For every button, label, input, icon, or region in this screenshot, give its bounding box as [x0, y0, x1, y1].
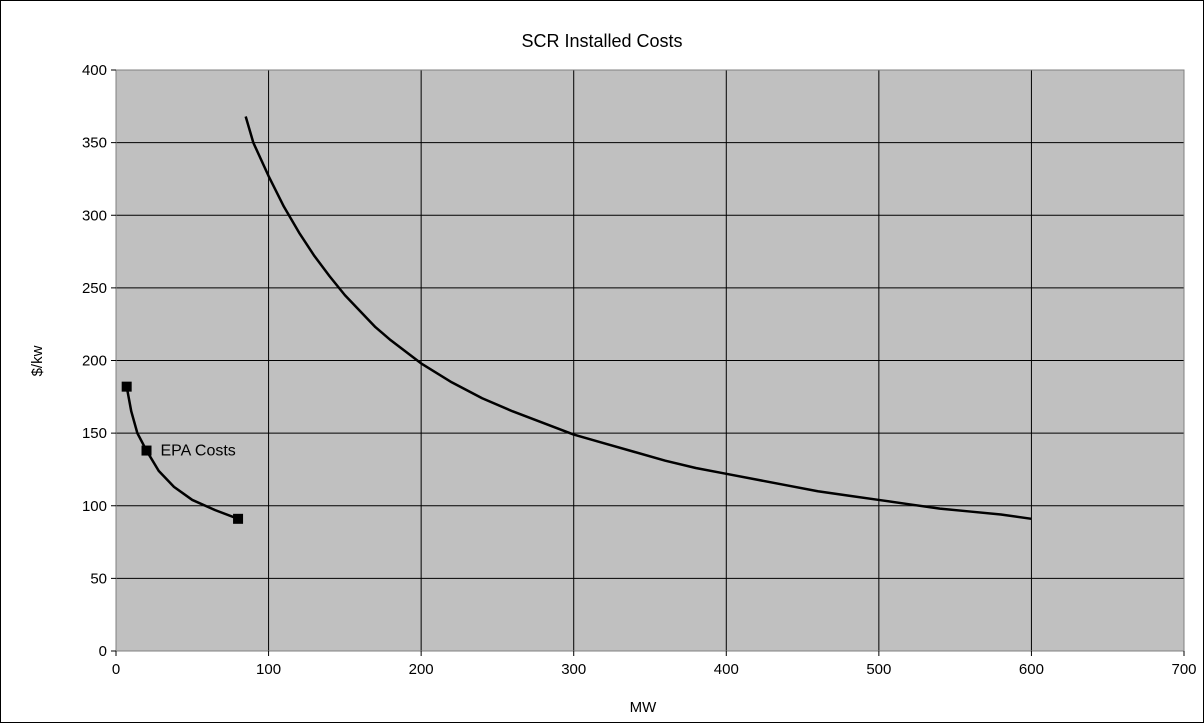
y-tick-label: 200 — [82, 353, 107, 370]
y-tick-label: 350 — [82, 135, 107, 152]
y-tick-label: 150 — [82, 425, 107, 442]
x-tick-label: 500 — [866, 661, 891, 678]
x-tick-label: 300 — [561, 661, 586, 678]
y-tick-label: 100 — [82, 498, 107, 515]
epa-data-point — [141, 445, 152, 456]
y-tick-label: 400 — [82, 62, 107, 79]
epa-data-point — [233, 513, 244, 524]
chart-title: SCR Installed Costs — [521, 31, 682, 51]
y-tick-label: 0 — [99, 643, 107, 660]
x-tick-label: 0 — [112, 661, 120, 678]
scr-cost-curve — [244, 116, 1032, 521]
y-axis-label: $/kw — [29, 345, 46, 376]
y-tick-label: 250 — [82, 280, 107, 297]
epa-data-point — [121, 381, 132, 392]
x-tick-label: 200 — [409, 661, 434, 678]
plot-area: 0 50 100 150 200 250 300 350 400 0 100 200 300 400 500… — [82, 62, 1197, 678]
x-tick-label: 600 — [1019, 661, 1044, 678]
y-tick-label: 50 — [90, 570, 107, 587]
x-tick-label: 400 — [714, 661, 739, 678]
epa-cost-curve — [125, 386, 239, 520]
y-tick-label: 300 — [82, 207, 107, 224]
epa-costs-label: EPA Costs — [161, 443, 236, 460]
x-tick-label: 700 — [1171, 661, 1196, 678]
x-axis-label: MW — [630, 699, 657, 716]
x-tick-label: 100 — [256, 661, 281, 678]
